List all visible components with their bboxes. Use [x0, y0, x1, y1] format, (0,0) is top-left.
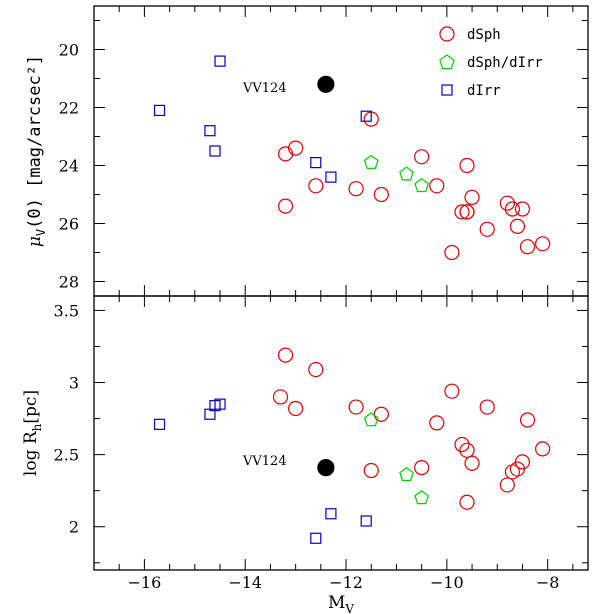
- point-dsph: [499, 195, 515, 211]
- point-dsph-dirr: [363, 412, 379, 427]
- point-dsph: [288, 140, 304, 156]
- point-dsph: [519, 412, 536, 428]
- top-panel-frame: [93, 5, 589, 297]
- point-dsph: [414, 460, 430, 476]
- point-dsph-dirr: [363, 154, 379, 169]
- point-dsph: [308, 361, 324, 378]
- y-tick-label: 26: [59, 215, 79, 234]
- y-tick-label: 28: [59, 273, 79, 292]
- legend: dSph dSph/dIrr dIrr: [439, 26, 543, 99]
- point-dsph: [277, 146, 294, 162]
- top-y-ticks: 20 22 24 26 28: [59, 20, 588, 292]
- bottom-x-ticks: −16 −14 −12 −10 −8: [118, 296, 574, 592]
- point-dsph: [277, 198, 294, 214]
- point-dsph: [479, 399, 495, 415]
- legend-marker-dsph: [439, 26, 455, 42]
- point-dirr: [153, 418, 166, 430]
- point-dirr: [214, 55, 226, 67]
- point-dsph: [444, 244, 460, 261]
- bottom-panel-frame: [93, 295, 589, 571]
- point-dsph: [373, 406, 389, 422]
- x-tick-label: −8: [536, 573, 560, 592]
- point-dsph-dirr: [414, 178, 430, 193]
- legend-marker-dsph-dirr: [439, 54, 455, 70]
- y-tick-label: 2: [69, 518, 79, 537]
- legend-label-dirr: dIrr: [467, 83, 501, 99]
- point-dsph: [348, 399, 364, 415]
- point-vv124: [317, 75, 335, 93]
- point-vv124: [317, 459, 335, 477]
- legend-label-dsph-dirr: dSph/dIrr: [467, 55, 543, 71]
- legend-entry-dsph-dirr: dSph/dIrr: [439, 54, 543, 71]
- y-tick-label: 3.5: [54, 301, 79, 320]
- point-dirr: [209, 145, 221, 157]
- x-tick-label: −16: [128, 573, 162, 592]
- point-dsph: [363, 462, 379, 479]
- x-tick-label: −10: [430, 573, 464, 592]
- point-dsph: [348, 181, 364, 197]
- point-dsph: [464, 189, 480, 205]
- point-dsph: [414, 149, 430, 165]
- point-dsph: [444, 383, 460, 399]
- point-dirr: [325, 508, 337, 520]
- point-dirr: [360, 110, 372, 122]
- bottom-panel: 2 2.5 3 3.5 −16 −14 −12 −10 −8 VV124 log Rh[pc]…: [21, 295, 589, 614]
- x-tick-label: −12: [329, 573, 363, 592]
- point-dsph: [519, 239, 536, 255]
- point-dsph: [454, 436, 470, 453]
- legend-entry-dirr: dIrr: [441, 83, 501, 99]
- point-dsph: [514, 454, 531, 470]
- x-axis-label: MV: [328, 593, 354, 614]
- point-dsph: [429, 415, 445, 431]
- point-dsph: [459, 204, 475, 220]
- point-dirr: [153, 104, 166, 117]
- legend-entry-dsph: dSph: [439, 26, 501, 43]
- point-dirr: [310, 532, 322, 544]
- point-dsph: [429, 178, 445, 194]
- point-dsph: [464, 455, 480, 471]
- y-tick-label: 2.5: [54, 446, 79, 465]
- bottom-y-ticks: 2 2.5 3 3.5: [54, 301, 588, 564]
- top-y-axis-label: μV(0) [mag/arcsec²]: [25, 55, 48, 247]
- point-dsph: [272, 389, 289, 405]
- point-dsph: [308, 178, 324, 194]
- point-dsph: [504, 201, 520, 217]
- y-tick-label: 3: [69, 374, 79, 393]
- point-dsph: [277, 347, 294, 363]
- point-dsph-dirr: [399, 166, 414, 181]
- legend-label-dsph: dSph: [467, 27, 501, 43]
- point-dsph: [509, 218, 526, 234]
- point-dsph: [288, 400, 304, 417]
- point-dsph-dirr: [399, 467, 414, 482]
- top-x-ticks: [118, 6, 574, 296]
- bottom-vv124-annotation: VV124: [242, 454, 287, 469]
- point-dirr: [310, 157, 322, 169]
- point-dsph: [454, 204, 470, 220]
- legend-marker-dirr: [441, 84, 453, 96]
- bottom-data-points: [153, 347, 551, 544]
- top-data-points: [153, 55, 551, 261]
- point-dsph: [535, 236, 551, 252]
- y-tick-label: 22: [59, 99, 79, 118]
- point-dsph: [459, 157, 475, 174]
- point-dirr: [325, 171, 337, 183]
- point-dsph: [514, 201, 531, 217]
- y-tick-label: 24: [59, 157, 79, 176]
- x-tick-label: −14: [228, 573, 262, 592]
- point-dsph: [479, 221, 495, 237]
- point-dirr: [360, 515, 372, 527]
- top-vv124-annotation: VV124: [242, 81, 287, 96]
- point-dsph: [459, 442, 475, 458]
- point-dsph: [459, 494, 475, 510]
- bottom-y-axis-label: log Rh[pc]: [21, 390, 44, 476]
- point-dsph-dirr: [414, 490, 430, 505]
- point-dsph: [535, 441, 551, 457]
- top-panel: 20 22 24 26 28 VV124 dSph dSph/dIrr dIrr μV(…: [25, 5, 589, 297]
- point-dirr: [214, 398, 226, 410]
- point-dsph: [373, 186, 389, 203]
- y-tick-label: 20: [59, 41, 79, 60]
- point-dsph: [499, 477, 515, 493]
- point-dirr: [204, 125, 216, 137]
